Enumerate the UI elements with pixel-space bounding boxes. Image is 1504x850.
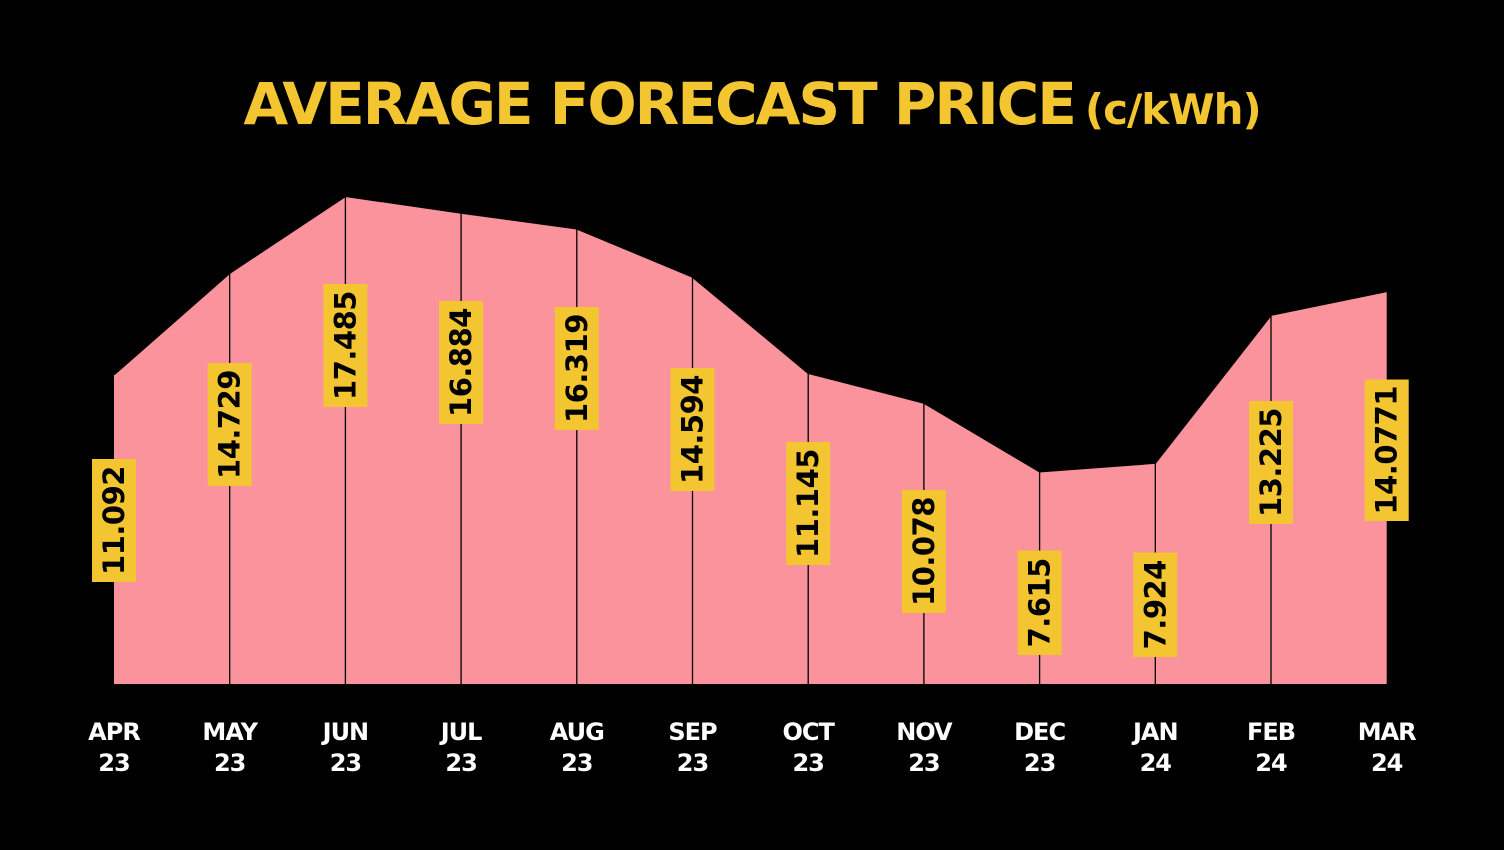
value-label-box <box>323 284 368 407</box>
x-tick-label: DEC 23 <box>1014 718 1065 777</box>
value-label-text: 14.594 <box>676 375 710 484</box>
area-fill <box>114 196 1387 684</box>
chart-unit-label: (c/kWh) <box>1084 85 1262 134</box>
value-label-text: 14.729 <box>213 370 247 479</box>
x-tick-label: JAN 24 <box>1131 718 1178 777</box>
x-tick-label: SEP 23 <box>668 718 717 777</box>
value-label-text: 14.0771 <box>1370 386 1404 515</box>
x-tick-label: JUL 23 <box>439 718 482 777</box>
value-label: 13.225 <box>1249 401 1293 524</box>
value-label-text: 17.485 <box>328 291 362 400</box>
value-label-box <box>92 459 136 582</box>
value-label-text: 11.092 <box>97 466 131 575</box>
value-label-text: 7.924 <box>1138 560 1172 649</box>
x-tick-label: NOV 23 <box>896 718 953 777</box>
value-label-box <box>1133 552 1178 657</box>
value-label: 7.615 <box>1017 550 1062 655</box>
value-label: 17.485 <box>323 284 368 407</box>
value-label-text: 16.319 <box>560 314 594 423</box>
x-tick-label: OCT 23 <box>783 718 836 777</box>
value-label: 16.319 <box>554 307 599 430</box>
chart-title: AVERAGE FORECAST PRICE (c/kWh) <box>0 70 1504 138</box>
value-label: 14.729 <box>207 363 252 486</box>
value-label-box <box>901 490 946 613</box>
x-tick-label: APR 23 <box>88 718 140 777</box>
value-label: 11.092 <box>92 459 136 582</box>
value-label-text: 10.078 <box>907 497 941 606</box>
value-label: 7.924 <box>1133 552 1178 657</box>
value-label-box <box>554 307 599 430</box>
value-label-text: 11.145 <box>791 449 825 558</box>
area-outline <box>113 194 1387 473</box>
x-tick-label: MAY 23 <box>202 718 258 777</box>
value-label-text: 7.615 <box>1023 558 1057 647</box>
value-label-box <box>439 301 484 424</box>
chart-title-text: AVERAGE FORECAST PRICE <box>243 70 1077 138</box>
value-label: 11.145 <box>786 442 831 565</box>
value-label-box <box>1249 401 1293 524</box>
value-label: 14.0771 <box>1364 379 1409 521</box>
value-label-text: 13.225 <box>1254 408 1288 517</box>
x-tick-label: JUN 23 <box>321 718 369 777</box>
value-label: 10.078 <box>901 490 946 613</box>
value-label-box <box>786 442 831 565</box>
value-label-box <box>1017 550 1062 655</box>
value-label-box <box>207 363 252 486</box>
value-label: 16.884 <box>439 301 484 424</box>
value-label-box <box>670 368 715 491</box>
x-tick-label: MAR 24 <box>1358 718 1416 777</box>
value-label-text: 16.884 <box>444 308 478 417</box>
x-tick-label: AUG 23 <box>550 718 604 777</box>
x-tick-label: FEB 24 <box>1247 718 1295 777</box>
value-label-box <box>1364 379 1409 521</box>
value-label: 14.594 <box>670 368 715 491</box>
